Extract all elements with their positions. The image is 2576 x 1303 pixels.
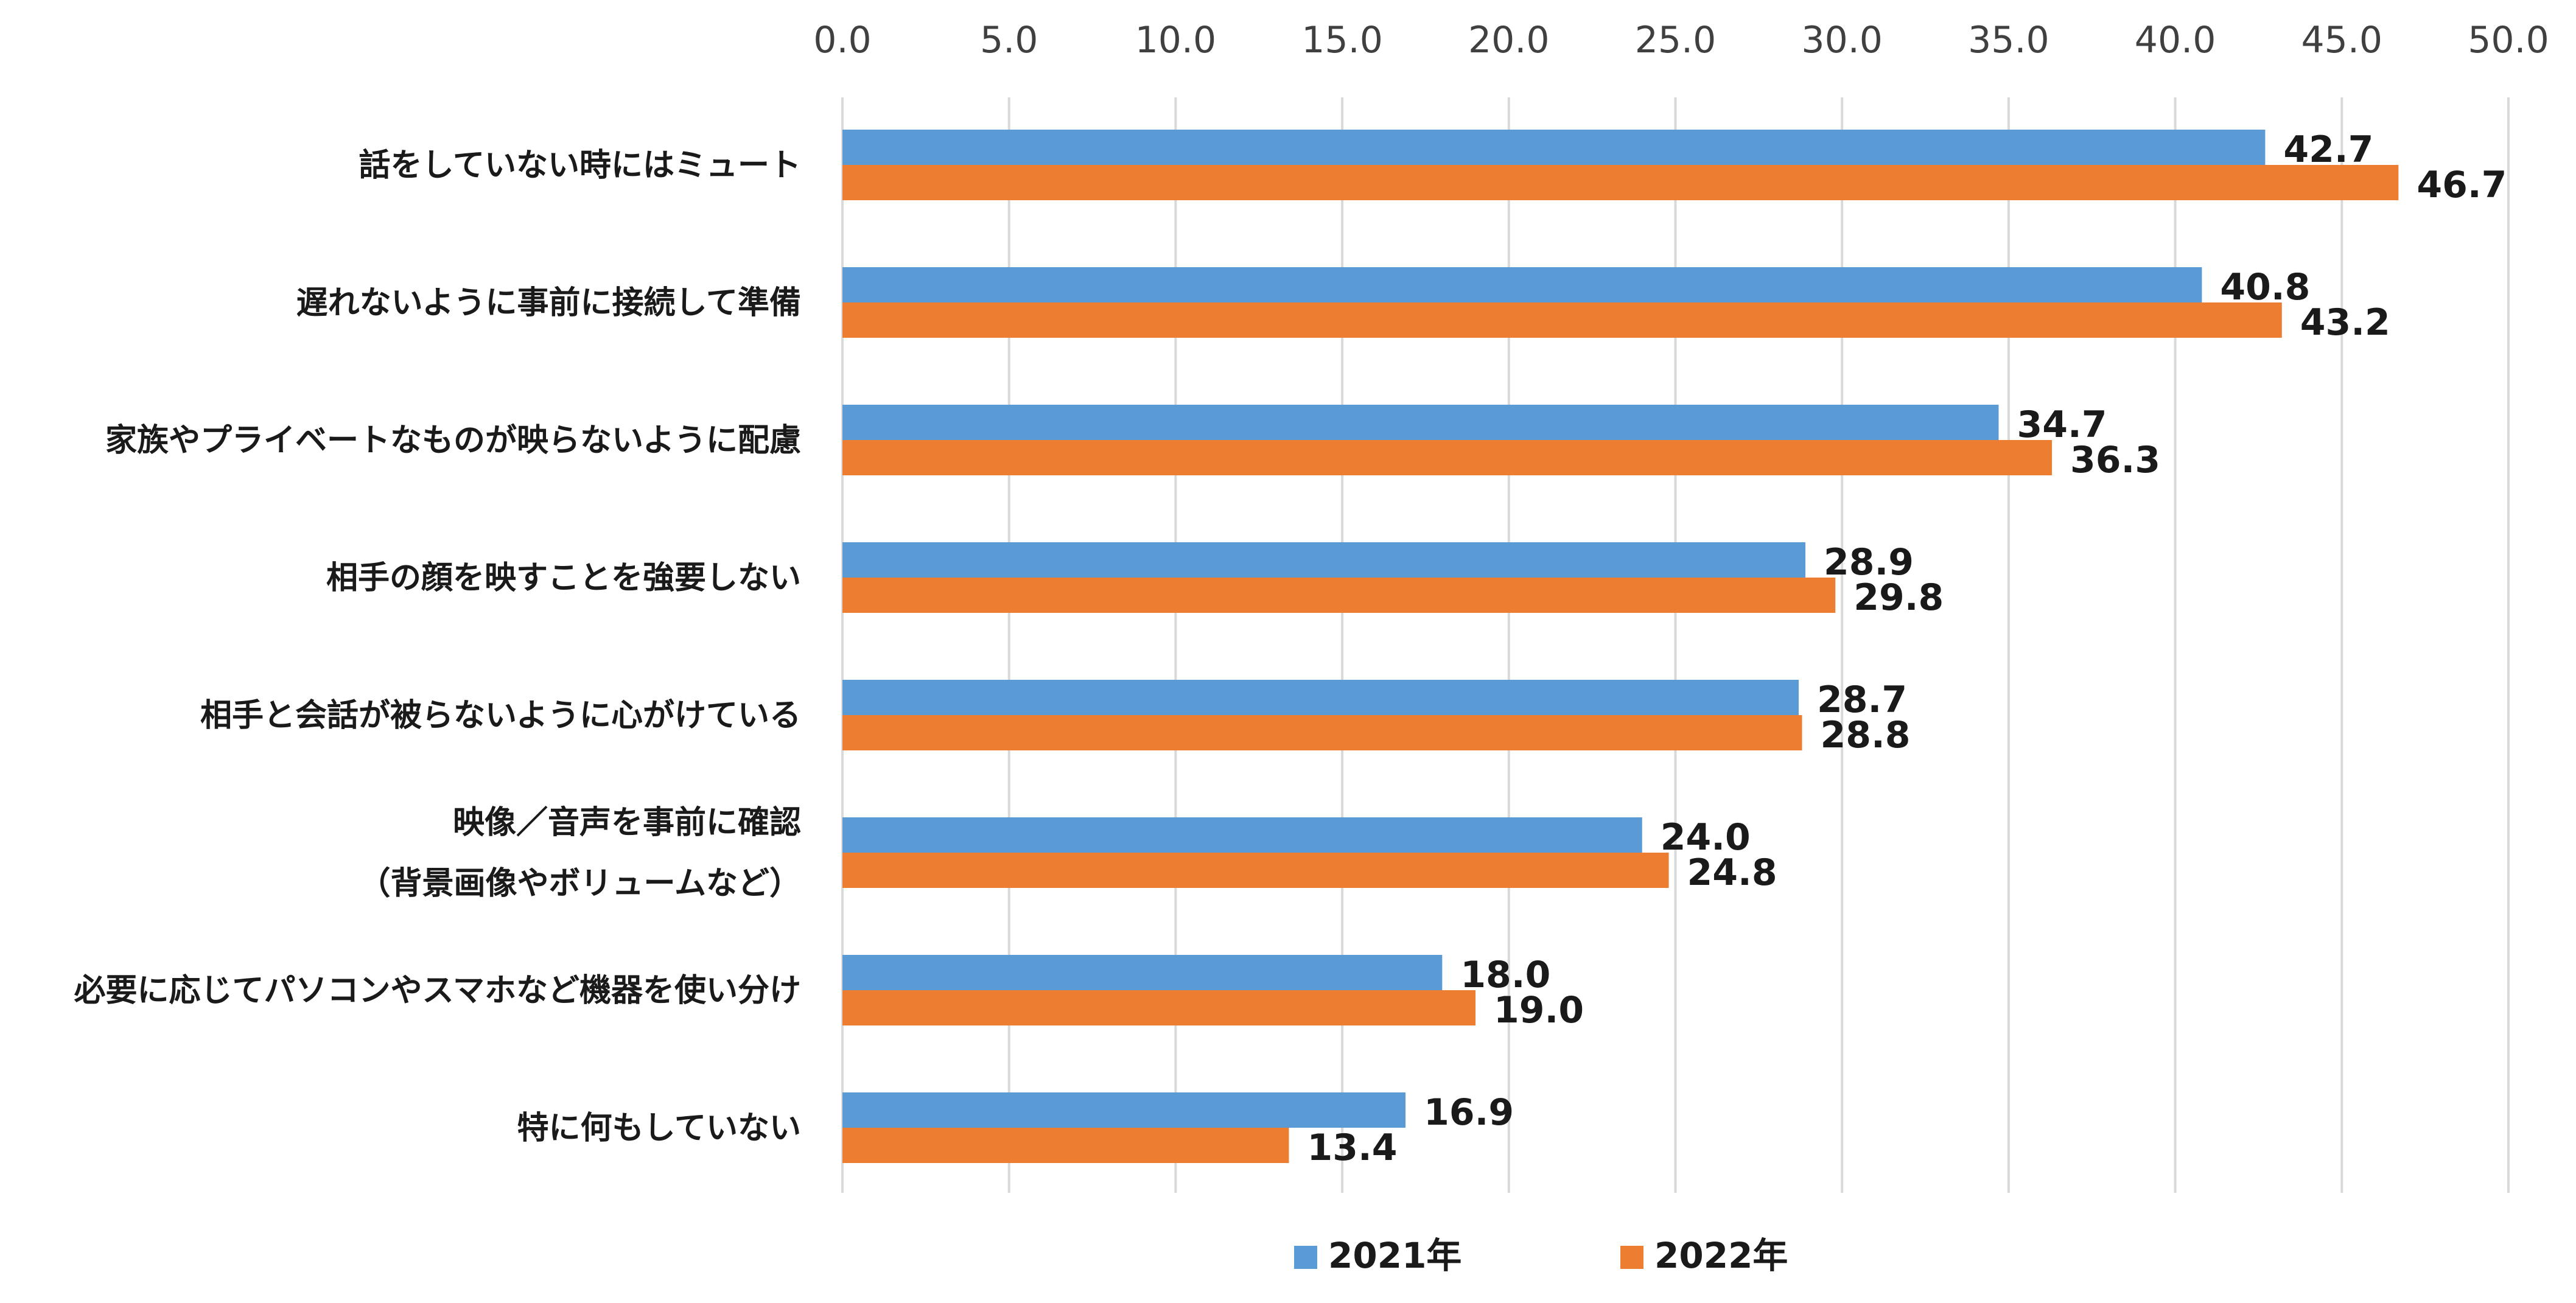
bar-2021 [842,680,1799,715]
bars [842,130,2399,1163]
data-label: 36.3 [2070,439,2160,481]
category-label: 相手と会話が被らないように心がけている [200,697,801,734]
bar-2022 [842,165,2399,200]
x-tick-label: 35.0 [1968,19,2049,61]
data-label: 28.9 [1824,541,1914,584]
bar-2022 [842,853,1669,888]
bar-2022 [842,578,1836,613]
x-tick-label: 30.0 [1801,19,1883,61]
bar-2021 [842,405,1999,440]
x-tick-label: 10.0 [1135,19,1217,61]
bar-2021 [842,817,1642,853]
bar-2022 [842,302,2282,338]
x-tick-label: 0.0 [813,19,871,61]
data-label: 40.8 [2220,266,2310,309]
category-label: 特に何もしていない [517,1110,801,1147]
category-label: 家族やプライベートなものが映らないように配慮 [105,422,801,459]
bar-2021 [842,130,2266,165]
bar-2022 [842,440,2053,475]
data-label: 13.4 [1307,1127,1398,1169]
bar-2021 [842,955,1443,990]
gridlines [841,97,2510,1193]
bar-2021 [842,542,1805,578]
category-label: （背景画像やボリュームなど） [359,865,801,902]
data-label: 19.0 [1494,989,1584,1032]
legend-swatch [1620,1246,1643,1269]
category-labels: 話をしていない時にはミュート遅れないように事前に接続して準備家族やプライベートな… [74,147,801,1147]
data-label: 28.7 [1817,679,1907,721]
legend-swatch [1294,1246,1317,1269]
category-label: 映像／音声を事前に確認 [453,805,801,841]
x-tick-label: 15.0 [1301,19,1383,61]
x-tick-label: 45.0 [2301,19,2383,61]
legend-label: 2022年 [1654,1235,1788,1276]
category-label: 必要に応じてパソコンやスマホなど機器を使い分け [74,973,801,1009]
x-tick-label: 20.0 [1468,19,1550,61]
x-axis-ticks: 0.0 5.0 10.0 15.0 20.0 25.0 30.0 35.0 40.0 45.0 50… [813,19,2549,61]
legend: 2021年 2022年 [1294,1235,1788,1276]
data-label: 18.0 [1460,954,1550,996]
data-label: 24.0 [1661,816,1751,859]
legend-label: 2021年 [1328,1235,1461,1276]
bar-2022 [842,1128,1289,1163]
x-tick-label: 5.0 [980,19,1038,61]
data-labels: 42.7 46.7 40.843.2 34.736.3 28.929.8 28.728.8… [1307,128,2507,1169]
x-tick-label: 50.0 [2468,19,2549,61]
bar-2022 [842,990,1476,1025]
data-label: 24.8 [1687,851,1777,894]
category-label: 遅れないように事前に接続して準備 [296,285,801,321]
data-label: 16.9 [1424,1091,1514,1134]
data-label: 46.7 [2417,164,2507,206]
data-label: 29.8 [1853,576,1944,619]
data-label: 28.8 [1821,714,1911,756]
category-label: 話をしていない時にはミュート [359,147,801,184]
category-label: 相手の顔を映すことを強要しない [326,560,801,596]
data-label: 43.2 [2300,301,2390,344]
bar-2021 [842,1092,1406,1128]
x-tick-label: 25.0 [1635,19,1717,61]
data-label: 34.7 [2017,403,2107,446]
bar-2022 [842,715,1802,750]
bar-2021 [842,267,2202,302]
x-tick-label: 40.0 [2135,19,2216,61]
data-label: 42.7 [2283,128,2373,171]
